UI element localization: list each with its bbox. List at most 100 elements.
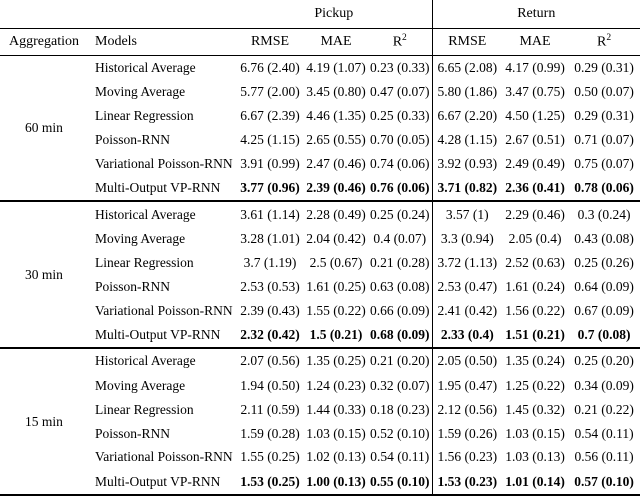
return-r2-cell: 0.54 (0.11) <box>574 425 634 441</box>
header-group-row: Pickup Return <box>0 0 640 29</box>
table-row: Variational Poisson-RNN 3.91 (0.99) 2.47 (… <box>0 152 640 177</box>
table-row: 60 min Historical Average 6.76 (2.40) 4.19 … <box>0 55 640 203</box>
return-r2-cell: 0.64 (0.09) <box>574 278 634 294</box>
table-row: Poisson-RNN 2.53 (0.53) 1.61 (0.25) 0.63 (0… <box>0 274 640 299</box>
pickup-rmse-cell: 6.76 (2.40) <box>240 60 300 76</box>
pickup-r2-cell: 0.68 (0.09) <box>368 322 433 350</box>
pickup-mae-header: MAE <box>304 28 368 56</box>
return-r2-cell: 0.29 (0.31) <box>574 60 634 76</box>
return-mae-cell: 3.47 (0.75) <box>505 84 565 100</box>
column-header-row: Aggregation Models RMSE MAE R2 RMSE MAE R2 <box>0 28 640 56</box>
return-r2-cell: 0.7 (0.08) <box>568 322 640 350</box>
aggregation-cell: 60 min <box>0 55 88 203</box>
return-rmse-cell: 1.53 (0.23) <box>431 469 503 496</box>
return-mae-cell: 1.03 (0.15) <box>505 425 565 441</box>
pickup-r2-cell: 0.32 (0.07) <box>369 377 430 393</box>
pickup-r2-cell: 0.66 (0.09) <box>369 302 430 318</box>
aggregation-header: Aggregation <box>0 28 88 56</box>
return-rmse-cell: 2.41 (0.42) <box>431 298 503 323</box>
return-r2-cell: 0.56 (0.11) <box>574 449 634 465</box>
pickup-r2-cell: 0.74 (0.06) <box>369 156 430 172</box>
table-row: Linear Regression 6.67 (2.39) 4.46 (1.35) 0… <box>0 104 640 129</box>
model-name-cell: Historical Average <box>95 353 196 369</box>
return-mae-cell: 2.36 (0.41) <box>502 176 569 203</box>
pickup-rmse-cell: 3.28 (1.01) <box>240 230 300 246</box>
pickup-mae-cell: 2.65 (0.55) <box>306 132 366 148</box>
return-r2-cell: 0.25 (0.20) <box>574 353 634 369</box>
return-rmse-cell: 3.3 (0.94) <box>431 226 503 251</box>
pickup-mae-cell: 1.5 (0.21) <box>304 322 368 350</box>
return-r2-cell: 0.50 (0.07) <box>574 84 634 100</box>
model-name-cell: Multi-Output VP-RNN <box>88 469 236 496</box>
return-rmse-cell: 6.65 (2.08) <box>431 55 503 81</box>
table-row: Poisson-RNN 1.59 (0.28) 1.03 (0.15) 0.52 (0… <box>0 421 640 446</box>
pickup-r2-cell: 0.25 (0.33) <box>369 108 430 124</box>
return-r2-cell: 0.67 (0.09) <box>574 302 634 318</box>
return-rmse-cell: 2.12 (0.56) <box>431 397 503 422</box>
pickup-r2-cell: 0.21 (0.28) <box>369 254 430 270</box>
pickup-r2-cell: 0.70 (0.05) <box>369 132 430 148</box>
model-name-cell: Linear Regression <box>95 401 194 417</box>
return-mae-cell: 4.17 (0.99) <box>505 60 565 76</box>
return-mae-cell: 1.61 (0.24) <box>505 278 565 294</box>
aggregation-cell: 30 min <box>0 201 88 350</box>
table-row: Linear Regression 3.7 (1.19) 2.5 (0.67) 0.2… <box>0 250 640 275</box>
return-rmse-header: RMSE <box>431 28 503 56</box>
pickup-rmse-cell: 2.07 (0.56) <box>240 353 300 369</box>
pickup-mae-cell: 3.45 (0.80) <box>306 84 366 100</box>
return-r2-header: R2 <box>568 28 640 56</box>
pickup-r2-cell: 0.23 (0.33) <box>369 60 430 76</box>
pickup-mae-cell: 2.28 (0.49) <box>306 206 366 222</box>
return-r2-cell: 0.78 (0.06) <box>568 176 640 203</box>
model-name-cell: Moving Average <box>95 84 186 100</box>
pickup-rmse-cell: 1.53 (0.25) <box>236 469 304 496</box>
return-rmse-cell: 2.05 (0.50) <box>431 348 503 374</box>
pickup-r2-cell: 0.63 (0.08) <box>369 278 430 294</box>
pickup-mae-cell: 2.47 (0.46) <box>306 156 366 172</box>
model-name-cell: Variational Poisson-RNN <box>95 156 233 172</box>
return-rmse-cell: 2.33 (0.4) <box>431 322 503 350</box>
pickup-r2-cell: 0.54 (0.11) <box>370 449 430 465</box>
pickup-mae-cell: 4.19 (1.07) <box>306 60 366 76</box>
return-mae-cell: 1.25 (0.22) <box>505 377 565 393</box>
return-mae-cell: 2.52 (0.63) <box>505 254 565 270</box>
return-r2-cell: 0.34 (0.09) <box>574 377 634 393</box>
pickup-mae-cell: 2.04 (0.42) <box>306 230 366 246</box>
model-name-cell: Multi-Output VP-RNN <box>88 176 236 203</box>
pickup-mae-cell: 1.55 (0.22) <box>306 302 366 318</box>
return-mae-cell: 2.29 (0.46) <box>505 206 565 222</box>
return-mae-cell: 2.67 (0.51) <box>505 132 565 148</box>
return-rmse-cell: 3.92 (0.93) <box>431 152 503 177</box>
table-row: Linear Regression 2.11 (0.59) 1.44 (0.33) 0… <box>0 397 640 422</box>
return-rmse-cell: 3.72 (1.13) <box>431 250 503 275</box>
pickup-rmse-cell: 2.11 (0.59) <box>240 401 300 417</box>
pickup-mae-cell: 1.35 (0.25) <box>306 353 366 369</box>
model-name-cell: Historical Average <box>95 60 196 76</box>
model-name-cell: Variational Poisson-RNN <box>95 449 233 465</box>
model-name-cell: Poisson-RNN <box>95 425 171 441</box>
pickup-mae-cell: 1.61 (0.25) <box>306 278 366 294</box>
pickup-r2-cell: 0.76 (0.06) <box>368 176 433 203</box>
return-r2-cell: 0.3 (0.24) <box>577 206 631 222</box>
return-rmse-cell: 3.71 (0.82) <box>431 176 503 203</box>
table-row: Poisson-RNN 4.25 (1.15) 2.65 (0.55) 0.70 (0… <box>0 128 640 153</box>
pickup-r2-cell: 0.55 (0.10) <box>368 469 433 496</box>
return-r2-cell: 0.75 (0.07) <box>574 156 634 172</box>
table-body: 60 min Historical Average 6.76 (2.40) 4.19 … <box>0 55 640 496</box>
pickup-mae-cell: 2.39 (0.46) <box>304 176 368 203</box>
model-name-cell: Linear Regression <box>95 254 194 270</box>
table-row: Variational Poisson-RNN 1.55 (0.25) 1.02 (… <box>0 445 640 470</box>
return-rmse-cell: 1.56 (0.23) <box>431 445 503 470</box>
pickup-rmse-cell: 6.67 (2.39) <box>240 108 300 124</box>
pickup-rmse-cell: 2.32 (0.42) <box>236 322 304 350</box>
return-r2-cell: 0.21 (0.22) <box>574 401 634 417</box>
return-rmse-cell: 4.28 (1.15) <box>431 128 503 153</box>
table-row: Multi-Output VP-RNN 1.53 (0.25) 1.00 (0.13… <box>0 469 640 496</box>
pickup-rmse-cell: 1.59 (0.28) <box>240 425 300 441</box>
return-rmse-cell: 6.67 (2.20) <box>431 104 503 129</box>
return-mae-cell: 1.03 (0.13) <box>505 449 565 465</box>
pickup-mae-cell: 1.02 (0.13) <box>306 449 366 465</box>
model-name-cell: Historical Average <box>95 206 196 222</box>
pickup-rmse-cell: 3.77 (0.96) <box>236 176 304 203</box>
aggregation-cell: 15 min <box>0 348 88 496</box>
